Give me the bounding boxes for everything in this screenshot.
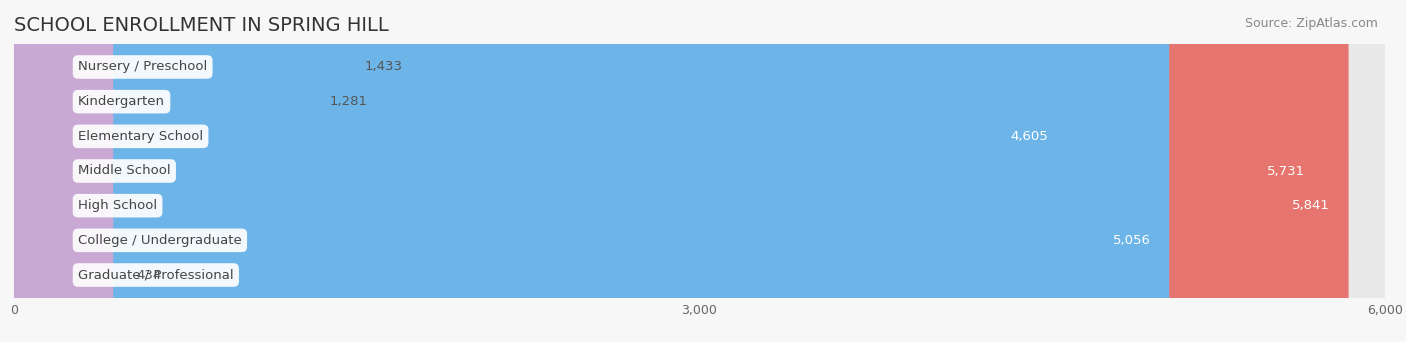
Text: 5,731: 5,731	[1267, 165, 1305, 177]
Text: College / Undergraduate: College / Undergraduate	[79, 234, 242, 247]
Text: 5,056: 5,056	[1114, 234, 1152, 247]
Text: Middle School: Middle School	[79, 165, 170, 177]
FancyBboxPatch shape	[14, 0, 1170, 342]
FancyBboxPatch shape	[14, 0, 1385, 342]
FancyBboxPatch shape	[14, 0, 1066, 342]
Text: 5,841: 5,841	[1292, 199, 1330, 212]
Text: High School: High School	[79, 199, 157, 212]
Text: Graduate / Professional: Graduate / Professional	[79, 268, 233, 281]
Text: Source: ZipAtlas.com: Source: ZipAtlas.com	[1244, 17, 1378, 30]
Text: 1,281: 1,281	[329, 95, 367, 108]
Text: 4,605: 4,605	[1010, 130, 1047, 143]
Text: 1,433: 1,433	[364, 61, 402, 74]
FancyBboxPatch shape	[14, 0, 1323, 342]
Text: SCHOOL ENROLLMENT IN SPRING HILL: SCHOOL ENROLLMENT IN SPRING HILL	[14, 16, 389, 35]
Text: Kindergarten: Kindergarten	[79, 95, 165, 108]
FancyBboxPatch shape	[14, 0, 342, 342]
FancyBboxPatch shape	[14, 0, 307, 342]
FancyBboxPatch shape	[14, 0, 1385, 342]
FancyBboxPatch shape	[14, 0, 1385, 342]
Text: 434: 434	[136, 268, 162, 281]
FancyBboxPatch shape	[14, 0, 1385, 342]
Text: Elementary School: Elementary School	[79, 130, 202, 143]
FancyBboxPatch shape	[14, 0, 1385, 342]
FancyBboxPatch shape	[14, 0, 114, 342]
FancyBboxPatch shape	[14, 0, 1348, 342]
Text: Nursery / Preschool: Nursery / Preschool	[79, 61, 207, 74]
FancyBboxPatch shape	[14, 0, 1385, 342]
FancyBboxPatch shape	[14, 0, 1385, 342]
